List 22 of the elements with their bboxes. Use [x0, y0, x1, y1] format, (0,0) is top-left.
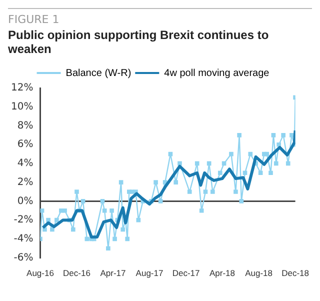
- chart-title: Public opinion supporting Brexit continues to weaken: [8, 28, 270, 56]
- x-tick-label: Aug-18: [245, 268, 273, 278]
- x-tick-label: Aug-17: [136, 268, 164, 278]
- y-tick-label: -2%: [14, 214, 34, 226]
- x-tick-label: Apr-18: [209, 268, 236, 278]
- x-tick-label: Apr-17: [100, 268, 126, 278]
- x-tick-label: Dec-18: [282, 268, 310, 278]
- x-tick-label: Dec-16: [63, 268, 91, 278]
- x-tick-label: Dec-17: [172, 268, 200, 278]
- y-tick-label: 2%: [17, 176, 34, 188]
- legend-label: Balance (W-R): [66, 68, 132, 79]
- y-tick-label: 8%: [17, 120, 34, 132]
- x-tick-label: Aug-16: [26, 268, 54, 278]
- y-tick-label: 10%: [10, 101, 34, 112]
- y-tick-label: -6%: [14, 252, 34, 264]
- y-tick-label: 4%: [17, 158, 34, 170]
- y-tick-label: 6%: [17, 139, 34, 150]
- y-tick-label: -4%: [14, 234, 34, 245]
- y-tick-label: 12%: [10, 82, 34, 94]
- caption: FIGURE 1: [8, 13, 60, 26]
- legend-label: 4w poll moving average: [164, 68, 270, 79]
- y-tick-label: 0%: [17, 196, 34, 207]
